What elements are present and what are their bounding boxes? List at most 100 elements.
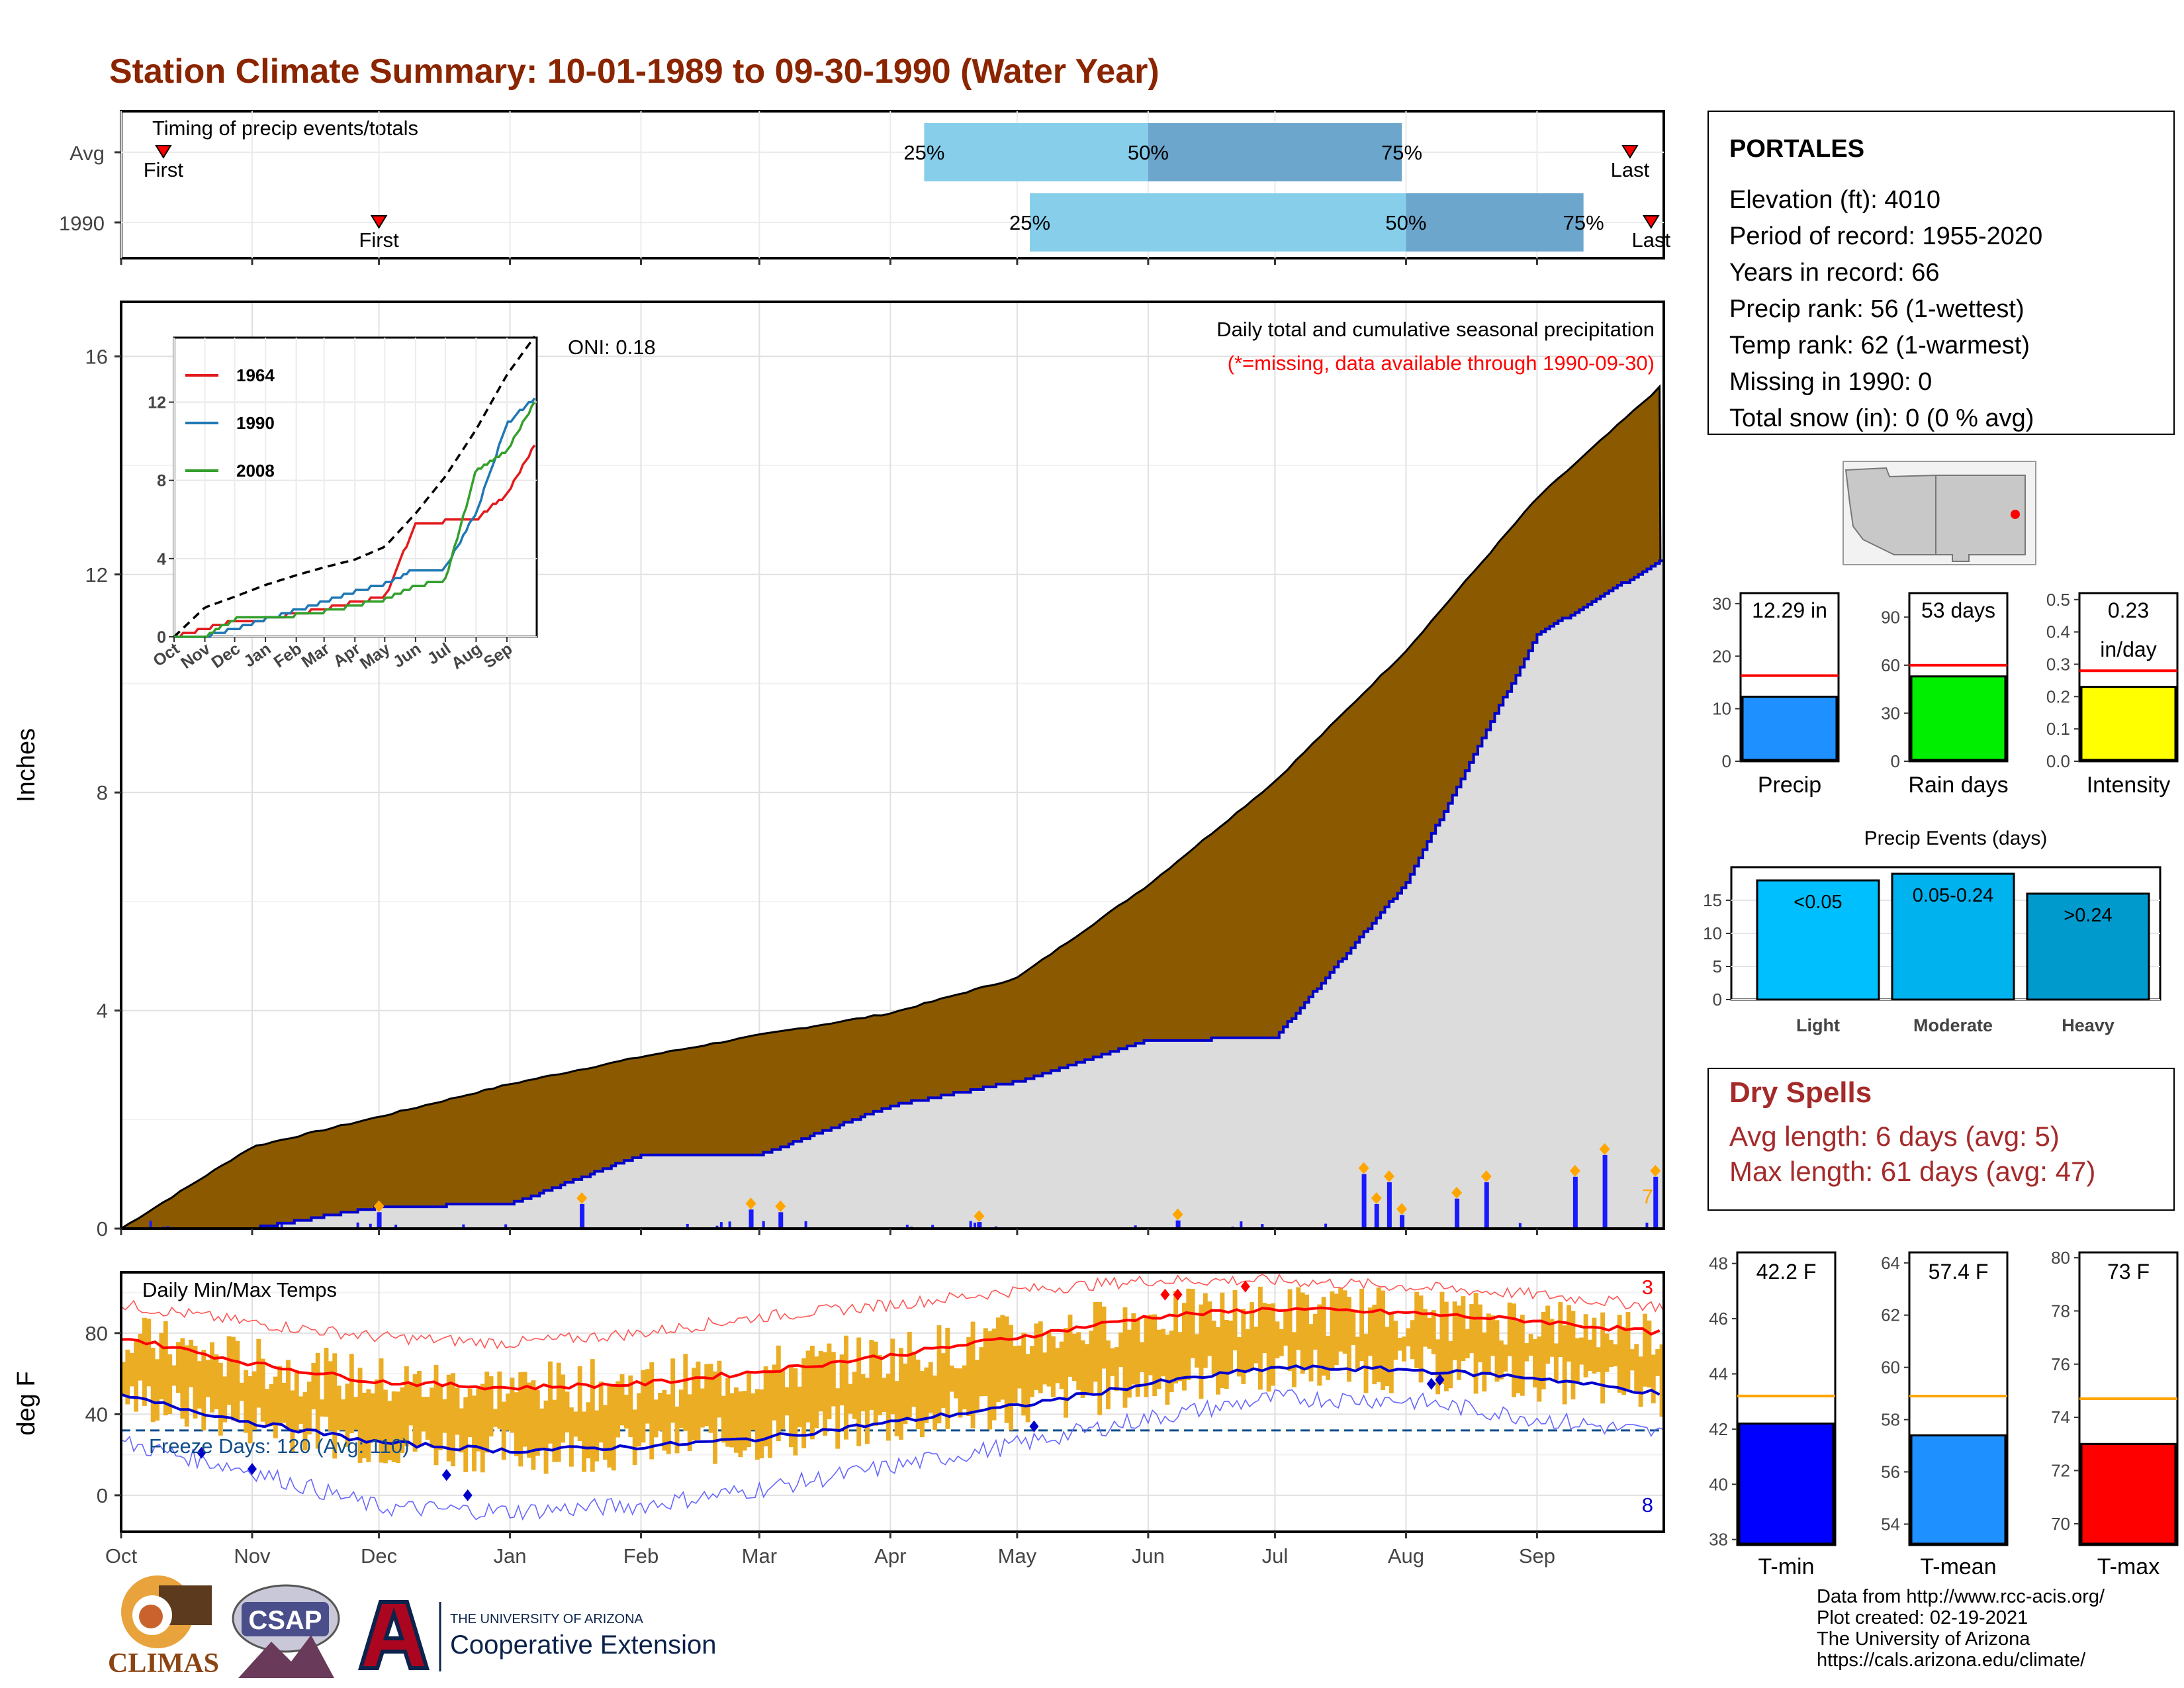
daily-temp-bar (1334, 1293, 1339, 1366)
daily-temp-bar (383, 1389, 388, 1464)
daily-temp-bar (979, 1347, 984, 1397)
daily-temp-bar (1461, 1296, 1466, 1362)
temp-ytick-label: 0 (97, 1484, 108, 1507)
daily-temp-bar (522, 1372, 527, 1447)
month-tick-label: Oct (105, 1544, 138, 1568)
large-event-marker (1451, 1186, 1463, 1199)
daily-temp-bar (552, 1399, 557, 1462)
daily-temp-bar (1013, 1346, 1018, 1403)
month-tick-label: Dec (361, 1544, 397, 1568)
temp-chart-bar (1910, 1434, 2007, 1545)
station-info-box: PORTALES Elevation (ft): 4010 Period of r… (1707, 111, 2175, 435)
freeze-days-label: Freeze Days: 120 (Avg: 110) (149, 1434, 409, 1458)
daily-temp-bar (687, 1394, 692, 1451)
temperature-bar-charts: 38 40 42 44 46 48 42.2 F T-min 54 56 58 60 62 64 57.4 … (1709, 1248, 2179, 1579)
daily-temp-bar (569, 1407, 574, 1467)
daily-temp-bar (366, 1389, 371, 1462)
daily-precip-bar (394, 1225, 398, 1229)
daily-temp-bar (1596, 1347, 1601, 1372)
temp-chart-ytick-label: 74 (2051, 1407, 2070, 1427)
daily-temp-bar (933, 1375, 938, 1430)
temp-panel-label: Daily Min/Max Temps (142, 1278, 337, 1301)
daily-temp-bar (1093, 1301, 1098, 1382)
timing-row-label-avg: Avg (69, 142, 105, 165)
daily-temp-bar (611, 1385, 616, 1471)
daily-temp-bar (506, 1393, 511, 1431)
precip-count-label: 7 (1642, 1185, 1653, 1208)
events-bar (1756, 879, 1880, 1001)
daily-temp-bar (1228, 1321, 1234, 1373)
daily-temp-bar (442, 1399, 447, 1433)
daily-temp-bar (1161, 1329, 1165, 1377)
daily-temp-bar (860, 1374, 866, 1412)
mini-chart-ytick-label: 60 (1881, 655, 1900, 675)
daily-precip-bar (1387, 1182, 1392, 1229)
daily-temp-bar (269, 1383, 274, 1426)
daily-temp-bar (1283, 1309, 1289, 1346)
daily-temp-bar (1537, 1336, 1542, 1402)
temp-chart-ytick-label: 46 (1709, 1309, 1728, 1329)
daily-temp-bar (607, 1386, 612, 1468)
precip-ytick-label: 8 (97, 781, 108, 804)
mini-chart-ytick-label: 0.0 (2046, 751, 2070, 771)
daily-temp-bar (1524, 1343, 1529, 1362)
daily-temp-bar (653, 1399, 659, 1438)
mini-chart-ytick-label: 0 (1891, 751, 1900, 771)
daily-temp-bar (776, 1345, 781, 1442)
daily-temp-bar (1579, 1337, 1584, 1365)
daily-temp-bar (915, 1359, 921, 1429)
daily-temp-bar (1114, 1347, 1119, 1391)
daily-temp-bar (839, 1354, 844, 1406)
month-tick-label: Feb (623, 1544, 659, 1568)
locator-map (1843, 461, 2036, 565)
daily-temp-bar (251, 1371, 257, 1430)
daily-temp-bar (949, 1365, 954, 1392)
daily-temp-bar (463, 1397, 469, 1472)
daily-precip-bar (778, 1212, 784, 1229)
daily-temp-bar (1038, 1321, 1043, 1393)
daily-temp-bar (480, 1383, 485, 1473)
daily-temp-bar (619, 1374, 625, 1426)
temp-chart-ytick-label: 44 (1709, 1364, 1728, 1383)
events-ytick-label: 5 (1713, 957, 1722, 976)
daily-temp-bar (759, 1389, 764, 1458)
month-axis: Oct Nov Dec Jan Feb Mar Apr May Jun Jul Aug Sep (105, 1229, 1555, 1568)
daily-temp-bar (1050, 1336, 1056, 1397)
daily-temp-bar (146, 1319, 152, 1387)
events-bar-label: <0.05 (1794, 892, 1842, 913)
daily-temp-bar (1490, 1315, 1496, 1356)
daily-temp-bar (1494, 1320, 1500, 1382)
daily-temp-bar (623, 1394, 629, 1429)
daily-precip-bar (462, 1224, 465, 1229)
daily-temp-bar (899, 1348, 903, 1440)
daily-temp-bar (590, 1359, 595, 1472)
events-xlabel: Moderate (1913, 1015, 1993, 1035)
daily-temp-bar (1321, 1297, 1326, 1376)
daily-temp-bar (831, 1352, 836, 1407)
daily-temp-bar (1030, 1346, 1034, 1397)
temp-chart-bar (2080, 1442, 2177, 1545)
inset-lines (173, 336, 536, 638)
daily-temp-bar (1418, 1295, 1424, 1383)
daily-precip-bar (1134, 1225, 1137, 1229)
temp-chart-ytick-label: 80 (2051, 1248, 2070, 1268)
daily-temp-bar (320, 1399, 325, 1417)
record-temp-marker (1029, 1420, 1039, 1432)
daily-temp-bar (121, 1362, 126, 1395)
daily-temp-bar (1216, 1327, 1220, 1395)
temp-chart-ytick-label: 60 (1881, 1358, 1900, 1378)
mini-chart-ytick-label: 0.1 (2046, 719, 2070, 739)
daily-temp-bar (814, 1356, 819, 1429)
precip-ytick-label: 16 (85, 345, 108, 368)
daily-temp-bar (1528, 1334, 1533, 1356)
temp-chart-xlabel: T-min (1758, 1554, 1815, 1579)
daily-temp-bar (155, 1359, 159, 1421)
large-event-marker (1569, 1164, 1580, 1177)
daily-precip-bar (369, 1223, 372, 1229)
daily-temp-bar (1359, 1288, 1365, 1362)
daily-temp-bar (603, 1405, 608, 1460)
daily-temp-bar (1000, 1315, 1005, 1400)
daily-temp-bar (1342, 1290, 1347, 1354)
daily-temp-bar (336, 1385, 341, 1430)
daily-temp-bar (729, 1393, 735, 1448)
